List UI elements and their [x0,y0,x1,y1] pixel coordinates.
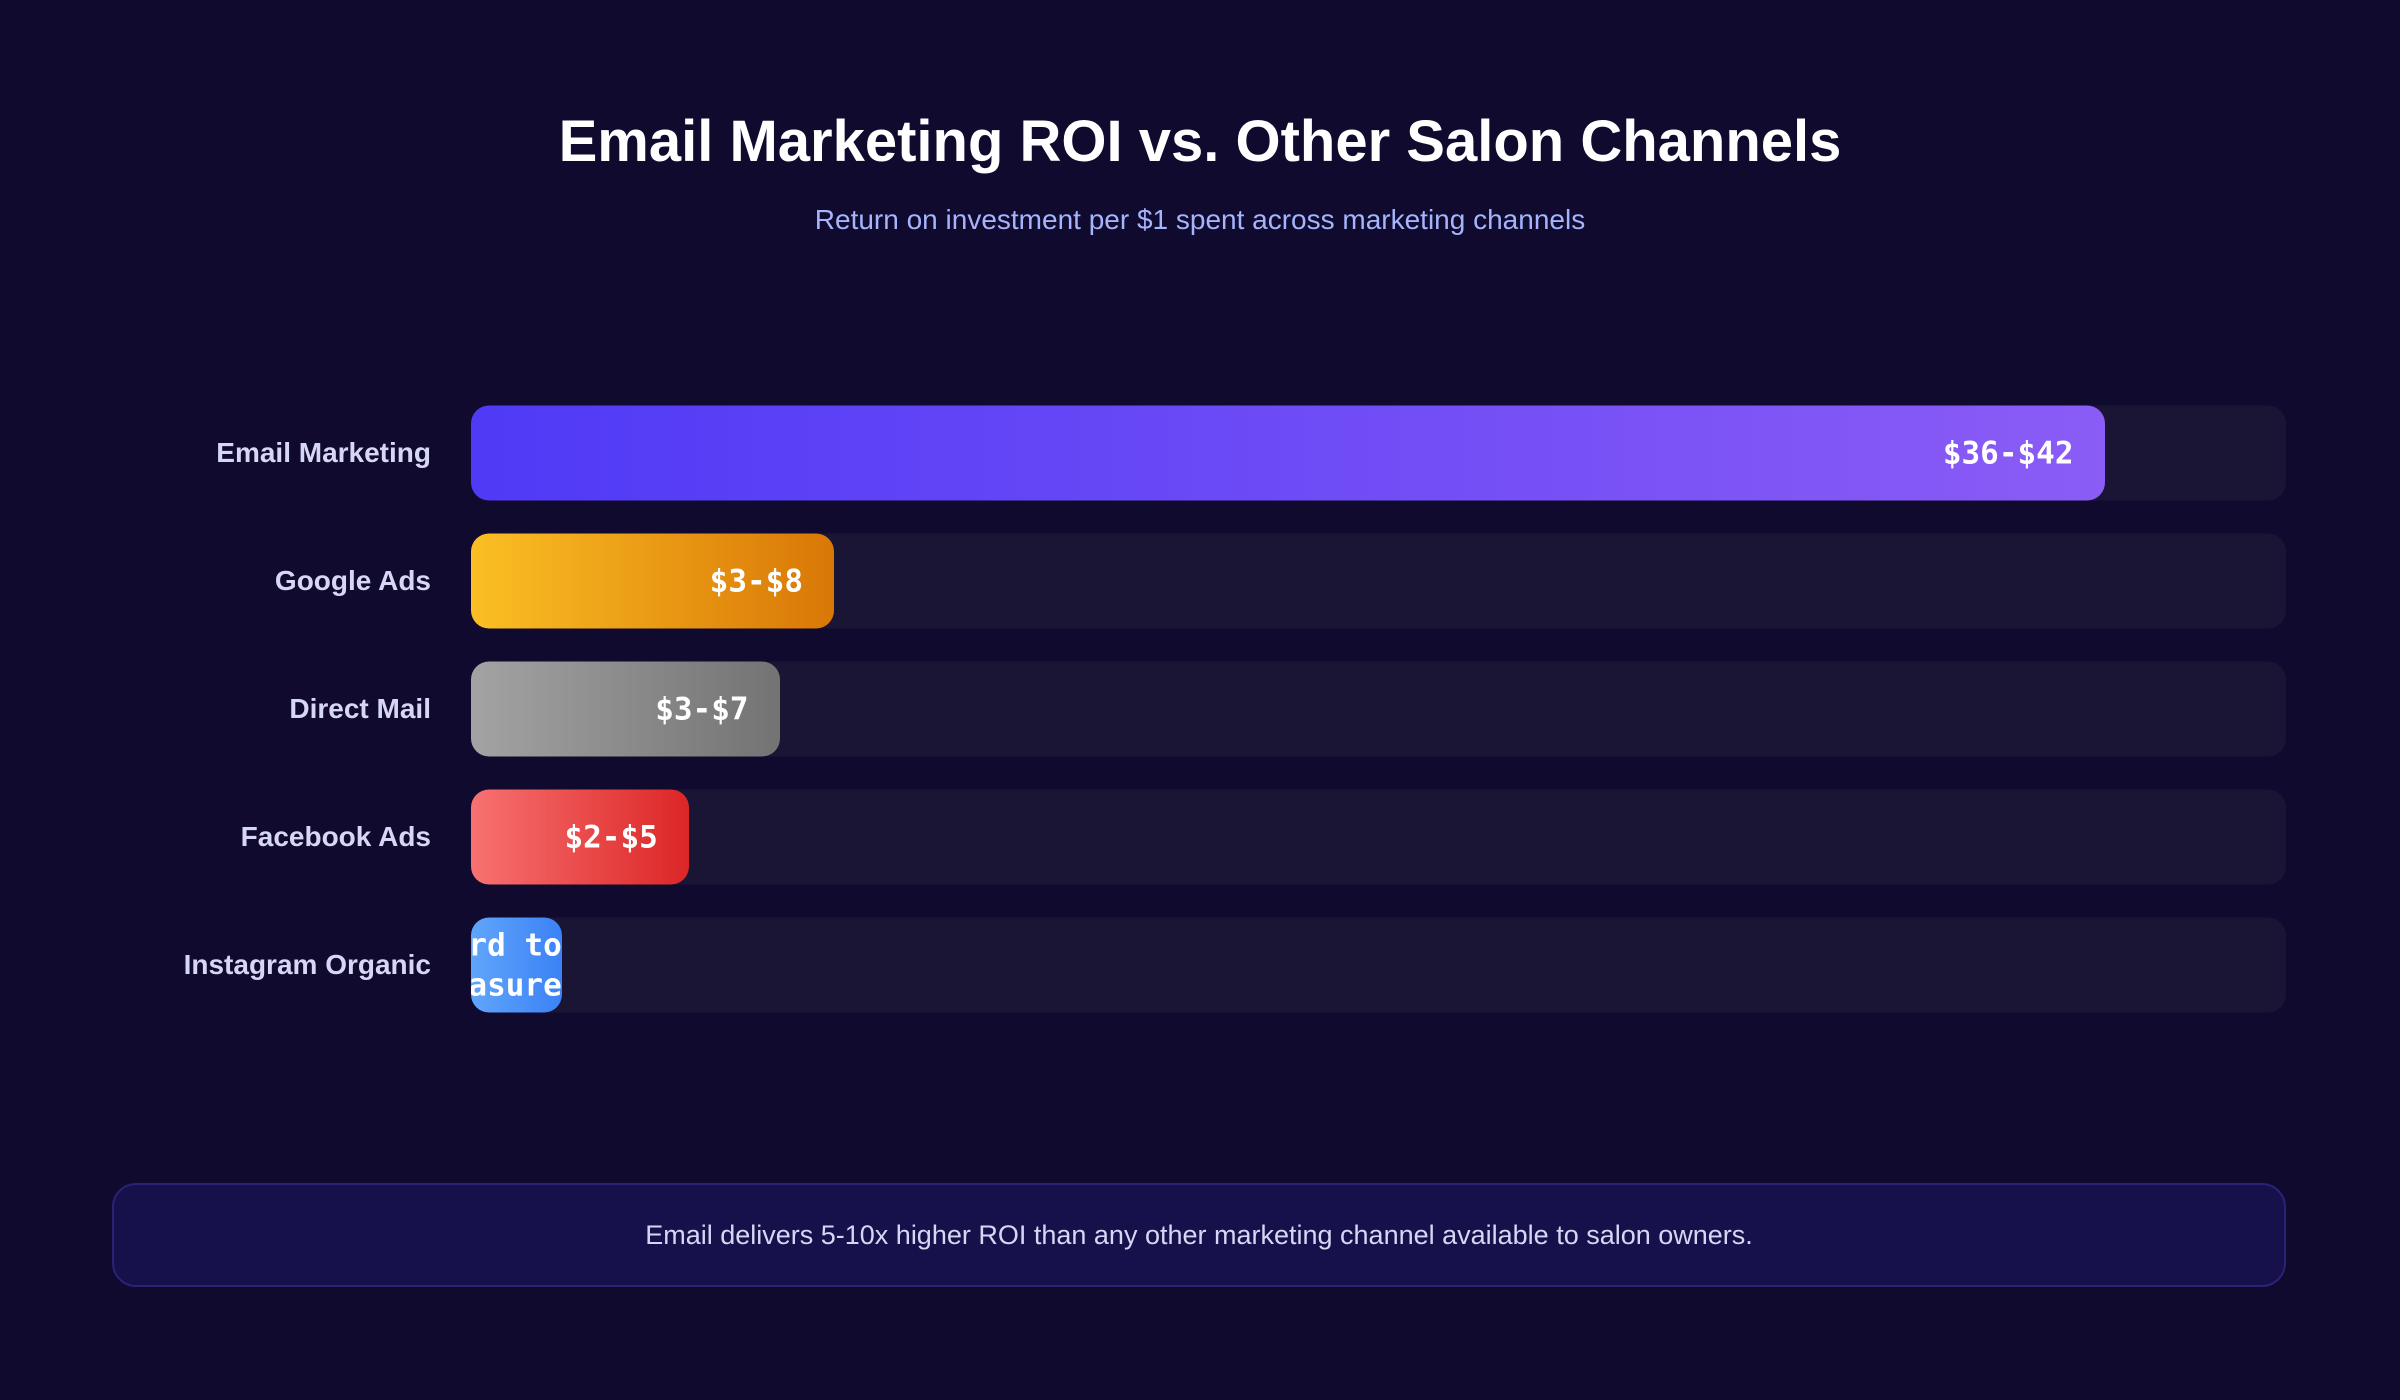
bar: $2-$5 [471,789,689,885]
bar: $3-$7 [471,661,780,757]
bar-track: $3-$8 [471,533,2286,629]
category-label: Direct Mail [289,693,431,724]
annotation: Email delivers 5-10x higher ROI than any… [112,1183,2286,1287]
category-label: Instagram Organic [183,949,431,980]
value-label: Hard to measure [471,927,562,1003]
bar-track: Hard to measure [471,917,2286,1013]
bar: Hard to measure [471,917,562,1013]
category-label: Email Marketing [216,437,431,468]
bar: $3-$8 [471,533,834,629]
value-label: $3-$7 [655,691,749,727]
chart-subtitle: Return on investment per $1 spent across… [814,204,1586,235]
bar-track: $36-$42 [471,405,2286,501]
value-label: $3-$8 [709,563,803,599]
bar-track: $3-$7 [471,661,2286,757]
category-label: Google Ads [274,565,431,596]
value-label: $36-$42 [1942,435,2074,471]
bar: $36-$42 [471,405,2105,501]
chart-title: Email Marketing ROI vs. Other Salon Chan… [558,109,1842,174]
category-label: Facebook Ads [240,821,431,852]
value-label: $2-$5 [564,819,658,855]
bar-track: $2-$5 [471,789,2286,885]
